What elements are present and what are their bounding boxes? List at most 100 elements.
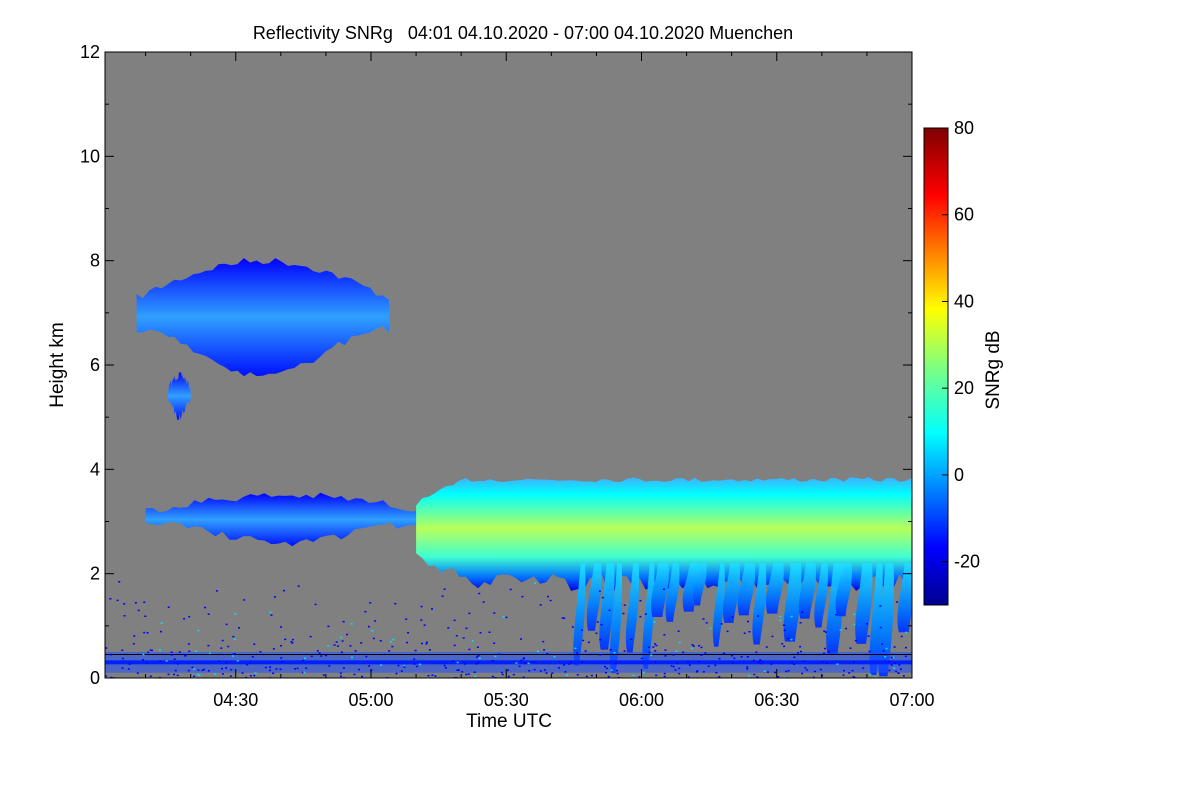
noise-speck (720, 623, 723, 625)
noise-speck (233, 638, 236, 640)
colorbar-tick-label: 20 (954, 378, 974, 398)
noise-speck (444, 667, 447, 669)
noise-speck (622, 612, 625, 615)
noise-speck (532, 661, 535, 664)
noise-speck (801, 672, 804, 675)
noise-speck (623, 650, 626, 652)
noise-speck (468, 648, 471, 651)
noise-speck (314, 603, 317, 606)
noise-speck (188, 650, 191, 652)
noise-speck (142, 659, 145, 661)
noise-speck (609, 649, 612, 651)
noise-speck (468, 612, 471, 615)
colorbar-label: SNRg dB (983, 330, 1004, 409)
noise-speck (456, 669, 459, 671)
noise-speck (623, 604, 626, 606)
noise-speck (431, 608, 433, 610)
fall-streak (897, 563, 912, 633)
noise-speck (800, 650, 802, 653)
noise-speck (704, 652, 707, 654)
noise-speck (869, 673, 872, 676)
fall-streak (765, 563, 784, 614)
noise-speck (184, 655, 187, 657)
noise-speck (447, 627, 450, 629)
noise-speck (500, 671, 503, 674)
noise-speck (354, 650, 357, 652)
noise-speck (654, 650, 657, 652)
noise-speck (185, 654, 188, 656)
noise-speck (576, 652, 579, 654)
noise-speck (687, 676, 690, 678)
noise-speck (207, 670, 210, 672)
noise-speck (585, 675, 588, 678)
noise-speck (545, 672, 548, 674)
noise-speck (581, 629, 584, 631)
noise-speck (851, 669, 854, 672)
noise-speck (284, 638, 287, 641)
noise-speck (839, 629, 842, 631)
fall-streak (835, 563, 852, 617)
noise-speck (372, 637, 375, 640)
noise-speck (826, 662, 829, 664)
noise-speck (672, 654, 675, 656)
noise-speck (759, 662, 762, 665)
noise-speck (705, 622, 708, 624)
noise-speck (804, 667, 807, 669)
noise-speck (146, 632, 149, 634)
noise-speck (491, 660, 494, 662)
fall-streak (609, 563, 623, 674)
noise-speck (225, 662, 228, 664)
noise-speck (109, 653, 112, 656)
noise-speck (862, 667, 865, 669)
noise-speck (726, 630, 729, 633)
noise-speck (702, 618, 705, 620)
noise-speck (757, 661, 760, 663)
colorbar-tick-label: 0 (954, 465, 964, 485)
noise-speck (505, 616, 508, 619)
echo-layer (105, 258, 912, 678)
noise-speck (528, 670, 531, 672)
noise-speck (752, 659, 755, 662)
noise-speck (170, 651, 173, 653)
noise-speck (364, 610, 367, 613)
noise-speck (601, 596, 604, 599)
noise-speck (269, 611, 272, 614)
noise-speck (587, 641, 590, 644)
echo-region (168, 371, 191, 421)
x-tick-label: 06:30 (754, 690, 799, 710)
noise-speck (128, 663, 131, 665)
noise-speck (682, 651, 685, 654)
noise-speck (291, 638, 294, 641)
noise-speck (346, 633, 348, 636)
colorbar-ticks: -20 0 20 40 60 80 (942, 118, 980, 572)
noise-speck (123, 615, 126, 617)
noise-speck (563, 664, 566, 666)
noise-speck (563, 617, 566, 619)
noise-speck (539, 670, 542, 672)
noise-speck (207, 644, 210, 647)
noise-speck (793, 656, 796, 658)
colorbar-tick-label: 60 (954, 205, 974, 225)
noise-speck (743, 632, 746, 634)
noise-speck (193, 675, 196, 677)
noise-speck (522, 657, 525, 659)
noise-speck (339, 672, 342, 674)
fall-streak (783, 563, 802, 642)
noise-speck (395, 672, 398, 675)
noise-speck (341, 640, 344, 642)
noise-speck (718, 676, 721, 678)
noise-speck (191, 666, 194, 669)
noise-speck (853, 623, 856, 626)
noise-speck (133, 635, 136, 637)
noise-speck (280, 645, 282, 647)
noise-speck (791, 662, 794, 664)
echo-region (136, 258, 389, 377)
noise-speck (176, 674, 179, 677)
noise-speck (700, 646, 703, 649)
noise-speck (328, 665, 331, 667)
noise-speck (173, 673, 175, 676)
noise-speck (425, 641, 428, 644)
noise-speck (607, 675, 610, 678)
noise-speck (452, 660, 454, 662)
